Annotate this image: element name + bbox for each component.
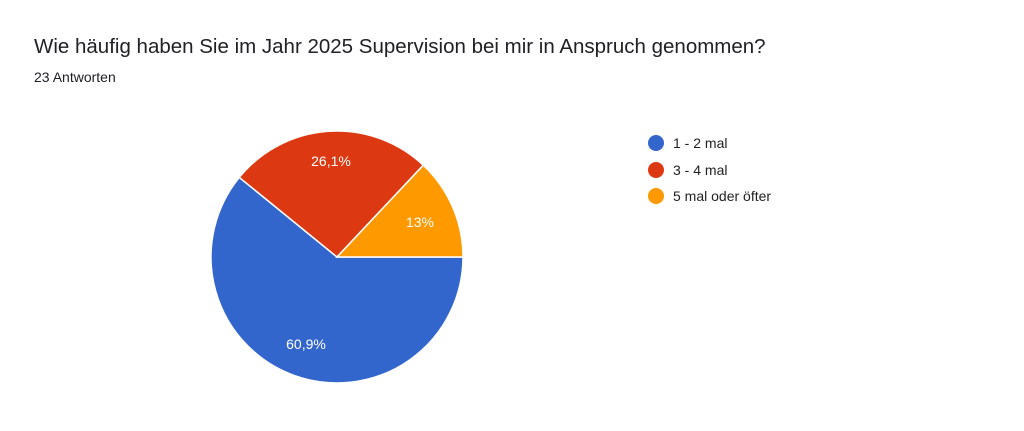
chart-legend: 1 - 2 mal 3 - 4 mal 5 mal oder öfter (648, 130, 771, 210)
legend-dot-icon (648, 161, 664, 178)
legend-label: 1 - 2 mal (673, 135, 728, 152)
pie-slice-5-mal-oder-oefter[interactable] (335, 164, 464, 258)
legend-label: 5 mal oder öfter (673, 188, 772, 205)
slice-label-5-mal-oder-oefter: 13% (406, 214, 434, 230)
legend-dot-icon (648, 188, 664, 205)
legend-item-3-4-mal[interactable]: 3 - 4 mal (648, 157, 771, 184)
legend-dot-icon (648, 135, 664, 152)
legend-item-5-mal-oder-oefter[interactable]: 5 mal oder öfter (648, 183, 771, 210)
legend-label: 3 - 4 mal (673, 161, 728, 178)
slice-label-1-2-mal: 60,9% (286, 336, 326, 352)
chart-title: Wie häufig haben Sie im Jahr 2025 Superv… (34, 35, 766, 58)
legend-item-1-2-mal[interactable]: 1 - 2 mal (648, 130, 771, 157)
pie-slice-1-2-mal[interactable] (210, 176, 464, 384)
slice-label-3-4-mal: 26,1% (311, 153, 351, 169)
response-count: 23 Antworten (34, 69, 116, 85)
pie-slice-3-4-mal[interactable] (238, 130, 425, 259)
